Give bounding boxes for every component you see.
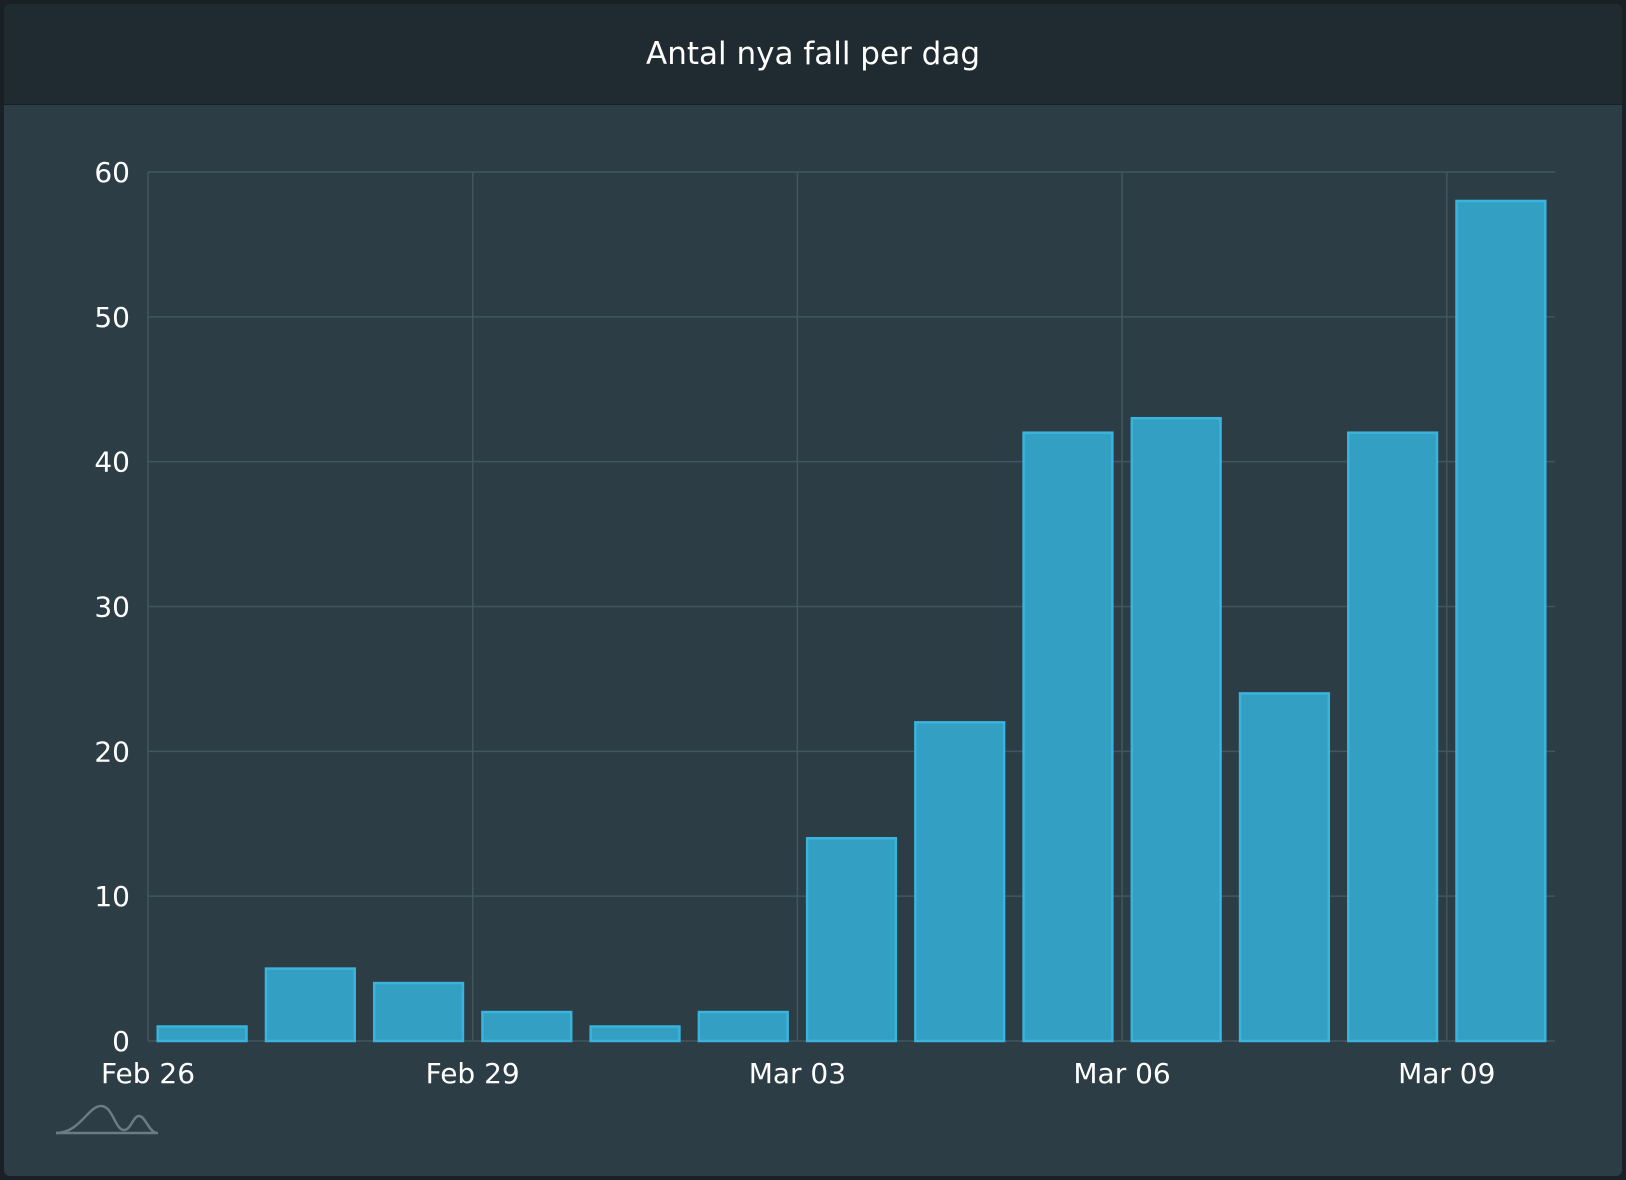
y-tick-label: 0 (112, 1025, 130, 1058)
x-tick-label: Feb 26 (101, 1057, 195, 1090)
x-tick-label: Mar 03 (749, 1057, 846, 1090)
x-tick-label: Mar 06 (1073, 1057, 1170, 1090)
bar (1347, 431, 1439, 1043)
chart-title: Antal nya fall per dag (645, 36, 980, 72)
y-tick-label: 20 (94, 735, 130, 768)
y-tick-label: 60 (94, 156, 130, 189)
bar (1238, 692, 1331, 1043)
bar (156, 1025, 248, 1043)
x-tick-label: Feb 29 (426, 1057, 520, 1090)
y-axis-tick-labels: 0 10 20 30 40 50 60 (94, 156, 130, 1058)
y-tick-label: 10 (94, 880, 130, 913)
bar (481, 1010, 573, 1043)
bar (914, 721, 1006, 1043)
y-tick-label: 40 (94, 446, 130, 479)
bar (589, 1025, 681, 1043)
bar (1130, 416, 1222, 1043)
y-tick-label: 30 (94, 591, 130, 624)
mountain-wave-logo-icon (55, 1104, 158, 1135)
y-tick-label: 50 (94, 301, 130, 334)
bar (264, 967, 356, 1043)
bar (697, 1010, 789, 1043)
panel-header: Antal nya fall per dag (4, 4, 1622, 105)
x-tick-label: Mar 09 (1398, 1057, 1495, 1090)
bar (372, 981, 465, 1043)
x-axis-tick-labels: Feb 26 Feb 29 Mar 03 Mar 06 Mar 09 (101, 1057, 1496, 1090)
bar (1455, 199, 1547, 1043)
bar (1022, 431, 1114, 1043)
bars (156, 199, 1547, 1043)
bar (805, 836, 898, 1043)
